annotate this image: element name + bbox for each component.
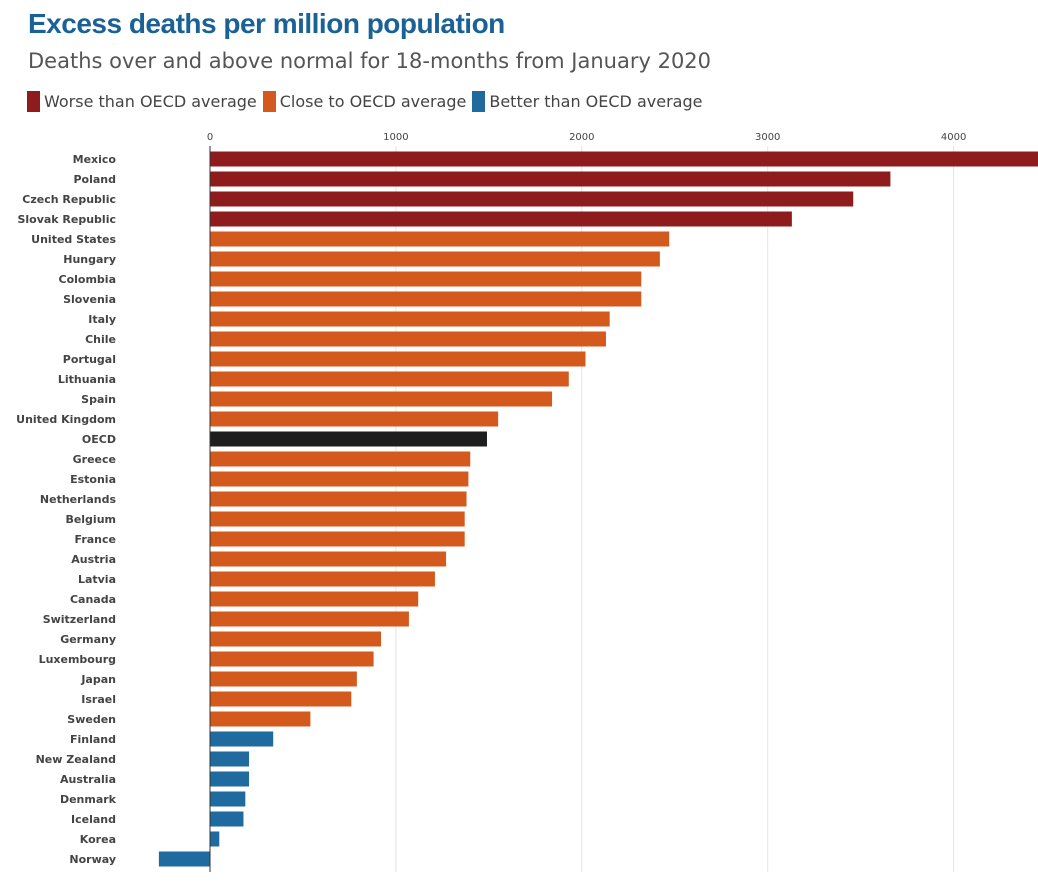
bar-latvia xyxy=(210,571,435,587)
category-label-slovak-republic: Slovak Republic xyxy=(17,213,116,226)
category-label-australia: Australia xyxy=(60,773,116,786)
x-tick-label-2000: 2000 xyxy=(569,132,594,143)
bar-luxembourg xyxy=(210,651,374,667)
category-label-france: France xyxy=(75,533,116,546)
bar-united-states xyxy=(210,231,670,247)
category-label-austria: Austria xyxy=(71,553,116,566)
category-label-colombia: Colombia xyxy=(59,273,117,286)
bar-austria xyxy=(210,551,447,567)
bar-norway xyxy=(158,851,210,867)
bar-germany xyxy=(210,631,382,647)
bar-korea xyxy=(210,831,220,847)
bar-mexico xyxy=(210,151,1038,167)
category-label-greece: Greece xyxy=(73,453,116,466)
category-label-switzerland: Switzerland xyxy=(43,613,116,626)
bar-chile xyxy=(210,331,606,347)
bar-sweden xyxy=(210,711,311,727)
bar-lithuania xyxy=(210,371,569,387)
x-tick-label-3000: 3000 xyxy=(755,132,780,143)
bar-australia xyxy=(210,771,250,787)
legend-swatch-worse xyxy=(27,91,40,112)
bar-colombia xyxy=(210,271,642,287)
category-label-new-zealand: New Zealand xyxy=(36,753,116,766)
bar-canada xyxy=(210,591,419,607)
chart-title: Excess deaths per million population xyxy=(28,8,505,39)
category-label-oecd: OECD xyxy=(82,433,116,446)
bar-poland xyxy=(210,171,891,187)
bar-finland xyxy=(210,731,274,747)
legend-label-better: Better than OECD average xyxy=(489,92,703,111)
bar-slovenia xyxy=(210,291,642,307)
bar-portugal xyxy=(210,351,586,367)
category-label-netherlands: Netherlands xyxy=(40,493,117,506)
category-label-norway: Norway xyxy=(69,853,116,866)
bar-israel xyxy=(210,691,352,707)
category-label-finland: Finland xyxy=(70,733,116,746)
bar-spain xyxy=(210,391,553,407)
legend-swatch-better xyxy=(472,91,486,112)
legend-item-worse: Worse than OECD average xyxy=(27,91,257,112)
category-label-hungary: Hungary xyxy=(63,253,116,266)
bar-belgium xyxy=(210,511,465,527)
legend-label-close: Close to OECD average xyxy=(279,92,467,111)
category-label-mexico: Mexico xyxy=(73,153,117,166)
category-label-iceland: Iceland xyxy=(71,813,116,826)
category-label-lithuania: Lithuania xyxy=(58,373,116,386)
x-tick-label-0: 0 xyxy=(207,132,213,143)
legend-item-better: Better than OECD average xyxy=(472,91,702,112)
category-label-canada: Canada xyxy=(70,593,116,606)
legend: Worse than OECD average Close to OECD av… xyxy=(27,91,708,112)
category-label-united-states: United States xyxy=(31,233,116,246)
bar-united-kingdom xyxy=(210,411,499,427)
x-tick-label-1000: 1000 xyxy=(383,132,408,143)
bar-new-zealand xyxy=(210,751,250,767)
bar-slovak-republic xyxy=(210,211,792,227)
bar-hungary xyxy=(210,251,660,267)
legend-label-worse: Worse than OECD average xyxy=(44,92,257,111)
bar-estonia xyxy=(210,471,469,487)
category-label-chile: Chile xyxy=(85,333,116,346)
legend-item-close: Close to OECD average xyxy=(262,91,467,112)
bar-oecd xyxy=(210,431,487,447)
bar-iceland xyxy=(210,811,244,827)
bar-greece xyxy=(210,451,471,467)
category-label-czech-republic: Czech Republic xyxy=(22,193,116,206)
category-label-portugal: Portugal xyxy=(63,353,116,366)
bar-france xyxy=(210,531,465,547)
category-label-sweden: Sweden xyxy=(67,713,116,726)
category-label-estonia: Estonia xyxy=(70,473,116,486)
category-label-israel: Israel xyxy=(81,693,116,706)
category-label-united-kingdom: United Kingdom xyxy=(16,413,116,426)
category-label-poland: Poland xyxy=(73,173,116,186)
bar-italy xyxy=(210,311,610,327)
category-label-slovenia: Slovenia xyxy=(63,293,116,306)
category-label-germany: Germany xyxy=(60,633,116,646)
category-label-italy: Italy xyxy=(88,313,116,326)
bar-switzerland xyxy=(210,611,409,627)
bar-netherlands xyxy=(210,491,467,507)
bar-denmark xyxy=(210,791,246,807)
bar-czech-republic xyxy=(210,191,854,207)
category-label-korea: Korea xyxy=(80,833,116,846)
legend-swatch-close xyxy=(262,91,276,112)
category-label-belgium: Belgium xyxy=(65,513,116,526)
chart-subtitle: Deaths over and above normal for 18-mont… xyxy=(28,49,712,73)
category-label-denmark: Denmark xyxy=(60,793,117,806)
category-label-latvia: Latvia xyxy=(78,573,116,586)
category-label-japan: Japan xyxy=(80,673,116,686)
x-tick-label-4000: 4000 xyxy=(941,132,966,143)
bar-japan xyxy=(210,671,357,687)
category-label-luxembourg: Luxembourg xyxy=(39,653,116,666)
category-label-spain: Spain xyxy=(81,393,116,406)
